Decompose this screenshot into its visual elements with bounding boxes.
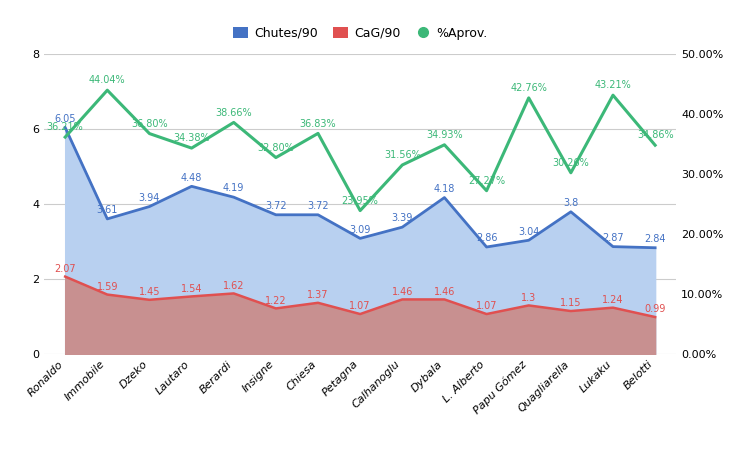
Text: 27.27%: 27.27%: [468, 176, 505, 186]
Text: 38.66%: 38.66%: [215, 108, 252, 118]
Text: 3.72: 3.72: [265, 201, 287, 211]
Text: 1.62: 1.62: [223, 281, 245, 291]
Text: 34.93%: 34.93%: [426, 130, 463, 140]
Text: 1.37: 1.37: [307, 290, 329, 300]
Text: 0.99: 0.99: [645, 305, 666, 315]
Text: 42.76%: 42.76%: [510, 83, 547, 93]
Text: 2.84: 2.84: [645, 234, 666, 244]
Text: 4.48: 4.48: [181, 173, 202, 183]
Text: 1.15: 1.15: [560, 298, 581, 308]
Text: 23.95%: 23.95%: [342, 196, 379, 206]
Text: 36.80%: 36.80%: [131, 119, 168, 129]
Text: 3.94: 3.94: [139, 193, 160, 203]
Text: 2.87: 2.87: [602, 233, 624, 243]
Text: 3.09: 3.09: [349, 225, 371, 235]
Text: 3.04: 3.04: [518, 227, 539, 237]
Text: 3.72: 3.72: [307, 201, 329, 211]
Text: 2.07: 2.07: [54, 264, 76, 274]
Text: 4.19: 4.19: [223, 183, 245, 193]
Text: 4.18: 4.18: [434, 184, 455, 194]
Text: 6.05: 6.05: [54, 114, 76, 124]
Text: 36.83%: 36.83%: [300, 118, 337, 128]
Text: 32.80%: 32.80%: [257, 143, 294, 153]
Legend: Chutes/90, CaG/90, %Aprov.: Chutes/90, CaG/90, %Aprov.: [228, 22, 492, 45]
Text: 36.21%: 36.21%: [47, 122, 84, 132]
Text: 3.8: 3.8: [563, 198, 578, 208]
Text: 1.07: 1.07: [349, 301, 371, 311]
Text: 1.46: 1.46: [434, 287, 455, 297]
Text: 44.04%: 44.04%: [89, 75, 126, 85]
Text: 34.38%: 34.38%: [173, 133, 210, 143]
Text: 43.21%: 43.21%: [595, 80, 631, 90]
Text: 1.07: 1.07: [476, 301, 498, 311]
Text: 30.26%: 30.26%: [553, 158, 589, 168]
Text: 1.54: 1.54: [181, 284, 202, 294]
Text: 3.39: 3.39: [392, 213, 413, 223]
Text: 31.56%: 31.56%: [384, 150, 420, 160]
Text: 1.59: 1.59: [96, 282, 118, 292]
Text: 1.22: 1.22: [265, 296, 287, 306]
Text: 1.46: 1.46: [392, 287, 413, 297]
Text: 1.24: 1.24: [602, 295, 624, 305]
Text: 1.3: 1.3: [521, 293, 537, 303]
Text: 1.45: 1.45: [139, 287, 160, 297]
Text: 3.61: 3.61: [96, 205, 118, 215]
Text: 34.86%: 34.86%: [637, 130, 673, 140]
Text: 2.86: 2.86: [476, 233, 498, 243]
